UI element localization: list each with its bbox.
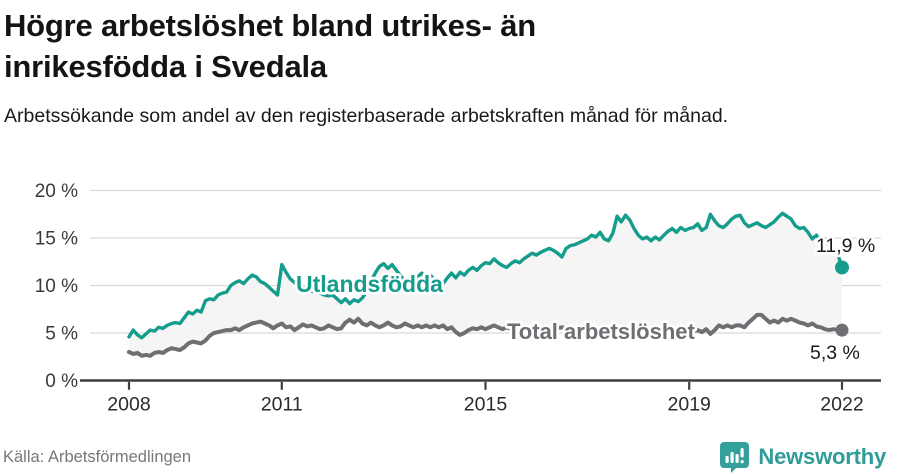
page-subtitle: Arbetssökande som andel av den registerb…: [4, 105, 729, 127]
newsworthy-wordmark: Newsworthy: [758, 444, 886, 469]
svg-text:0 %: 0 %: [45, 371, 78, 392]
svg-text:Total arbetslöshet: Total arbetslöshet: [507, 319, 696, 344]
newsworthy-logo: Newsworthy: [719, 440, 886, 474]
x-axis-ticks: [127, 381, 844, 390]
svg-text:2019: 2019: [668, 394, 711, 416]
chart-area: 0 % 5 % 10 % 15 % 20 % 2008 2011 2015 2019 2022 Ut…: [0, 170, 900, 420]
svg-text:2022: 2022: [820, 394, 863, 416]
series-line-foreign-born: [127, 211, 844, 340]
x-axis-labels: 2008 2011 2015 2019 2022: [107, 394, 863, 416]
newsworthy-logo-icon: [720, 442, 750, 473]
svg-text:2008: 2008: [107, 394, 150, 416]
y-axis-labels: 0 % 5 % 10 % 15 % 20 %: [35, 181, 78, 392]
area-between-series: [129, 213, 842, 356]
page-title: Högre arbetslöshet bland utrikes- än inr…: [4, 8, 536, 84]
svg-text:20 %: 20 %: [35, 181, 78, 202]
svg-text:5 %: 5 %: [45, 324, 78, 345]
svg-text:2011: 2011: [261, 394, 303, 416]
source-text: Källa: Arbetsförmedlingen: [3, 448, 192, 466]
series-line-total: [127, 312, 844, 358]
svg-text:5,3 %: 5,3 %: [810, 342, 860, 364]
svg-text:10 %: 10 %: [35, 276, 78, 297]
svg-text:2015: 2015: [464, 394, 508, 416]
svg-text:15 %: 15 %: [35, 229, 78, 250]
unemployment-chart: 0 % 5 % 10 % 15 % 20 % 2008 2011 2015 2019 2022 Ut…: [35, 181, 881, 416]
series-inline-labels: Utlandsfödda Total arbetslöshet: [293, 268, 698, 347]
svg-text:Utlandsfödda: Utlandsfödda: [296, 271, 443, 297]
series-end-dots: [835, 260, 849, 337]
footer: Källa: Arbetsförmedlingen Newsworthy: [0, 440, 900, 474]
svg-text:11,9 %: 11,9 %: [816, 235, 875, 257]
series-end-value-labels: 11,9 % 5,3 %: [807, 232, 878, 367]
